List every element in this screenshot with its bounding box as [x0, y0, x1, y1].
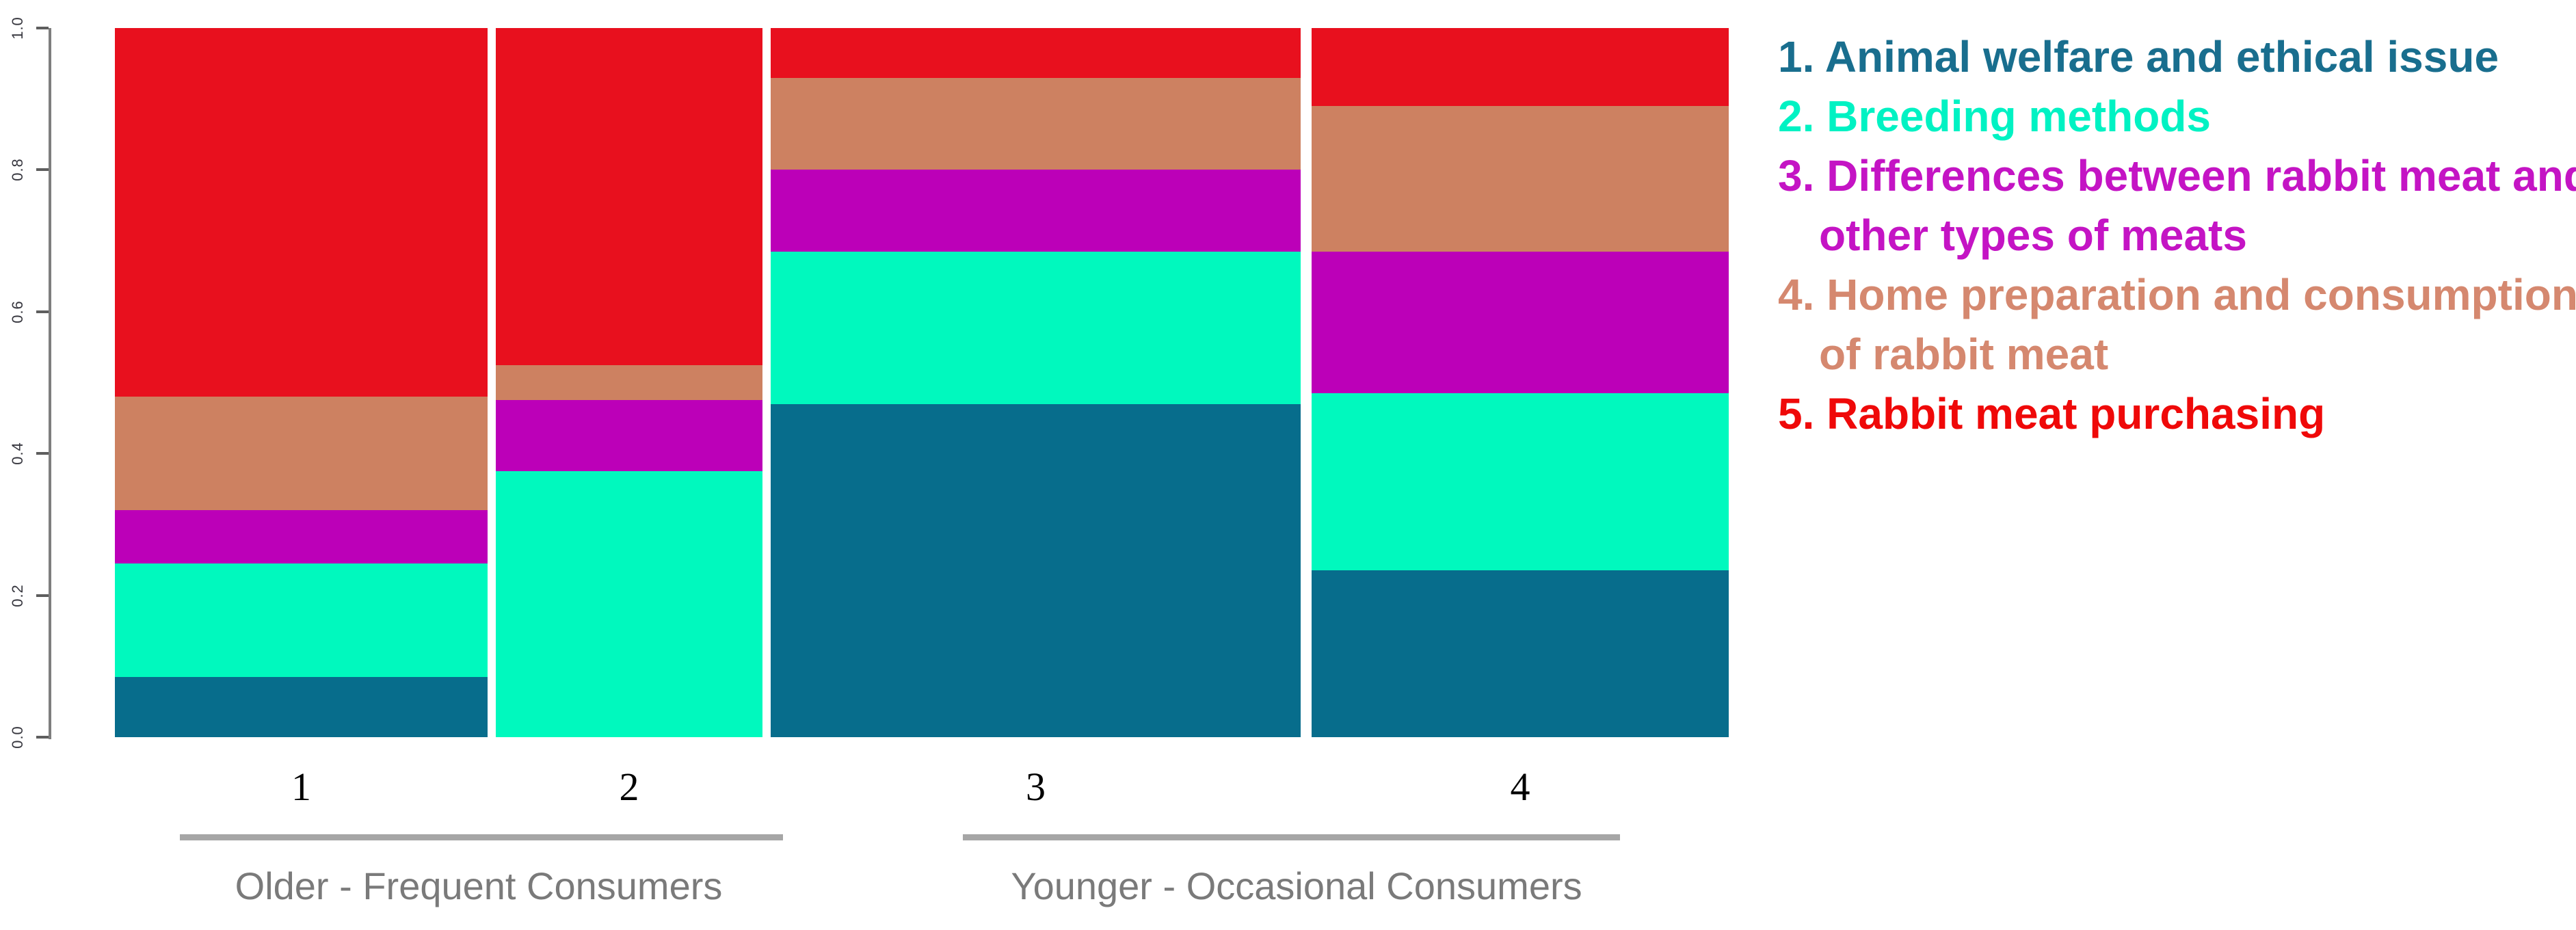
- mosaic-bar-4: [1312, 28, 1729, 737]
- bar-3-segment-topic-1: [771, 404, 1301, 737]
- bar-1-segment-topic-5: [115, 28, 488, 397]
- bar-4-segment-topic-1: [1312, 570, 1729, 737]
- bar-3-segment-topic-5: [771, 28, 1301, 78]
- y-axis-tick-label: 0.6: [9, 300, 26, 323]
- y-axis-tick: [36, 594, 49, 597]
- bar-2-segment-topic-5: [496, 28, 762, 365]
- legend-item-3-continued: other types of meats: [1819, 211, 2247, 260]
- bar-4-segment-topic-5: [1312, 28, 1729, 106]
- y-axis-tick-label: 0.0: [9, 726, 26, 749]
- y-axis-line: [49, 28, 51, 739]
- y-axis-tick-label: 0.8: [9, 158, 26, 182]
- y-axis-tick-label: 0.2: [9, 583, 26, 607]
- group-underline-1: [180, 834, 783, 840]
- x-axis-category-label: 1: [291, 765, 311, 809]
- y-axis-tick: [36, 310, 49, 313]
- bar-2-segment-topic-2: [496, 471, 762, 737]
- y-axis-tick-label: 1.0: [9, 16, 26, 40]
- bar-1-segment-topic-4: [115, 397, 488, 510]
- legend-item-5: 5. Rabbit meat purchasing: [1778, 389, 2326, 438]
- mosaic-bar-2: [496, 28, 762, 737]
- bar-3-segment-topic-2: [771, 252, 1301, 404]
- group-underline-2: [963, 834, 1620, 840]
- legend-item-1: 1. Animal welfare and ethical issue: [1778, 32, 2499, 81]
- mosaic-bar-1: [115, 28, 488, 737]
- bar-1-segment-topic-2: [115, 563, 488, 677]
- y-axis-tick: [36, 168, 49, 172]
- y-axis-tick: [36, 736, 49, 739]
- group-label-1: Older - Frequent Consumers: [235, 864, 723, 907]
- x-axis-category-label: 3: [1026, 765, 1046, 809]
- bar-2-segment-topic-4: [496, 365, 762, 400]
- legend-item-4: 4. Home preparation and consumption: [1778, 270, 2576, 319]
- bar-1-segment-topic-1: [115, 677, 488, 737]
- bar-3-segment-topic-4: [771, 78, 1301, 170]
- bar-4-segment-topic-3: [1312, 252, 1729, 393]
- legend-item-4-continued: of rabbit meat: [1819, 330, 2109, 379]
- bar-1-segment-topic-3: [115, 510, 488, 563]
- y-axis-tick: [36, 452, 49, 455]
- legend-item-3: 3. Differences between rabbit meat and: [1778, 151, 2576, 200]
- x-axis-category-label: 4: [1510, 765, 1530, 809]
- mosaic-bar-3: [771, 28, 1301, 737]
- legend-item-2: 2. Breeding methods: [1778, 92, 2211, 141]
- legend: 1. Animal welfare and ethical issue 2. Br…: [1778, 27, 2576, 444]
- x-axis-category-label: 2: [619, 765, 639, 809]
- bar-3-segment-topic-3: [771, 170, 1301, 252]
- group-label-2: Younger - Occasional Consumers: [1011, 864, 1582, 907]
- y-axis-tick-label: 0.4: [9, 442, 26, 465]
- y-axis-tick: [36, 27, 49, 29]
- bar-2-segment-topic-3: [496, 400, 762, 471]
- bar-4-segment-topic-4: [1312, 106, 1729, 252]
- bar-4-segment-topic-2: [1312, 393, 1729, 570]
